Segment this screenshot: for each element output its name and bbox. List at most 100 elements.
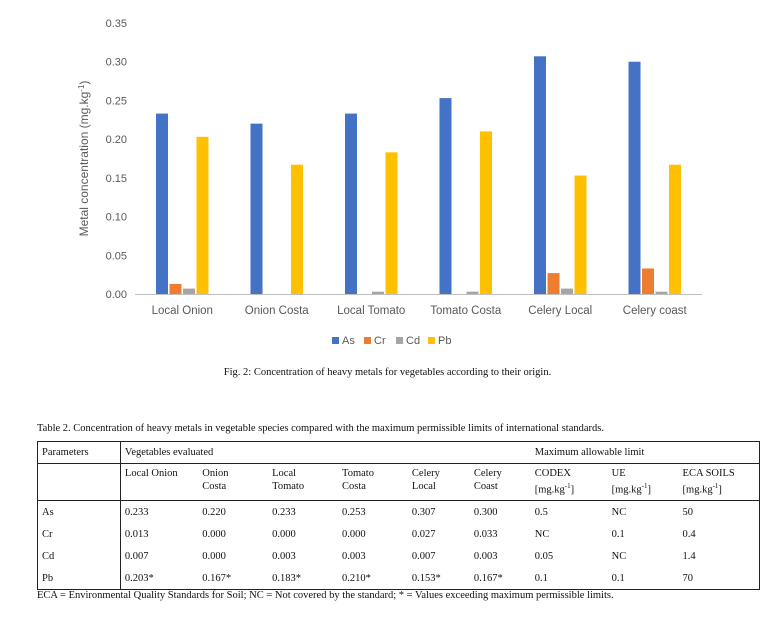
- bar-cd: [655, 291, 668, 294]
- table-cell: 50: [682, 506, 694, 518]
- row-parameter: Cr: [37, 522, 121, 545]
- bar-cd: [561, 288, 573, 294]
- table-cell: 0.003: [272, 550, 296, 562]
- subheader-blank: [37, 463, 121, 501]
- subheader-vegetable: Local Tomato: [268, 463, 339, 501]
- row-parameter: As: [37, 500, 121, 523]
- subheader-vegetable: Tomato Costa: [338, 463, 408, 501]
- table-cell: NC: [534, 528, 550, 540]
- table-cell: 70: [682, 572, 694, 584]
- table-cell: 0.003: [342, 550, 366, 562]
- bar-as: [345, 113, 357, 294]
- y-tick-label: 0.25: [106, 95, 127, 107]
- table-caption: Table 2. Concentration of heavy metals i…: [37, 423, 604, 434]
- table-header-row: Parameters Vegetables evaluated Maximum …: [37, 441, 760, 464]
- subheader-vegetable: Local Onion: [120, 463, 199, 501]
- table-cell: 0.1: [611, 528, 625, 540]
- table-cell: 1.4: [682, 550, 696, 562]
- x-tick-label: Local Onion: [152, 305, 213, 317]
- table-cell: 0.1: [534, 572, 548, 584]
- table-cell: 0.167*: [202, 572, 232, 584]
- figure-caption: Fig. 2: Concentration of heavy metals fo…: [223, 367, 552, 378]
- legend-swatch-cr: [364, 337, 371, 344]
- table-cell: 0.210*: [342, 572, 371, 584]
- bar-as: [534, 56, 546, 295]
- table-cell: 0.220: [202, 506, 226, 518]
- table-cell: 0.300: [473, 506, 498, 518]
- table-footnote: ECA = Environmental Quality Standards fo…: [37, 590, 614, 601]
- table-cell: 0.4: [682, 528, 696, 540]
- y-tick-label: 0.35: [106, 18, 127, 30]
- bar-pb: [291, 164, 303, 294]
- x-tick-label: Celery coast: [623, 305, 688, 317]
- table-cell: 0.167*: [473, 572, 503, 584]
- x-tick-label: Tomato Costa: [430, 305, 502, 317]
- subheader-limit: UE [mg.kg-1]: [607, 463, 679, 501]
- bar-pb: [574, 175, 587, 294]
- header-vegetables: Vegetables evaluated: [120, 441, 531, 464]
- table-cell: 0.027: [411, 528, 436, 540]
- row-parameter: Cd: [37, 544, 121, 567]
- table-cell: 0.000: [272, 528, 296, 540]
- table-cell: NC: [611, 506, 627, 518]
- bar-cd: [183, 288, 195, 294]
- table-cell: 0.1: [611, 572, 625, 584]
- header-limit: Maximum allowable limit: [530, 441, 760, 464]
- table-cell: 0.003: [473, 550, 498, 562]
- table-cell: 0.05: [534, 550, 554, 562]
- table-subheader-row: Local Onion Onion Costa Local Tomato Tomato Co…: [37, 463, 760, 501]
- bar-pb: [480, 131, 492, 294]
- table-row: Pb 0.203* 0.167* 0.183* 0.210* 0.153* 0.167* 0.…: [37, 566, 760, 589]
- bar-chart: 0.00 0.05 0.10 0.15 0.20 0.25 0.30 0.35 Local On…: [77, 18, 702, 347]
- bar-as: [156, 113, 168, 294]
- y-tick-label: 0.05: [106, 250, 127, 262]
- table-cell: 0.153*: [411, 572, 441, 584]
- table-cell: NC: [611, 550, 627, 562]
- table-cell: 0.013: [124, 528, 149, 540]
- table-cell: 0.253: [342, 506, 366, 518]
- table-row: Cd 0.007 0.000 0.003 0.003 0.007 0.003 0.05 NC 1.…: [37, 544, 760, 567]
- legend-label-cd: Cd: [406, 335, 420, 347]
- legend-label-pb: Pb: [438, 335, 451, 347]
- bar-pb: [196, 136, 209, 294]
- bar-cd: [466, 291, 479, 294]
- table-row: As 0.233 0.220 0.233 0.253 0.307 0.300 0.5 NC 50: [37, 500, 760, 523]
- legend-swatch-cd: [396, 337, 403, 344]
- y-tick-label: 0.20: [106, 134, 127, 146]
- subheader-vegetable: Onion Costa: [198, 463, 269, 501]
- y-tick-label: 0.00: [106, 289, 127, 301]
- bar-pb: [385, 152, 398, 294]
- x-tick-label: Local Tomato: [337, 305, 405, 317]
- table-cell: 0.007: [411, 550, 436, 562]
- table-cell: 0.5: [534, 506, 548, 518]
- subheader-limit: CODEX [mg.kg-1]: [530, 463, 608, 501]
- y-tick-label: 0.30: [106, 57, 127, 69]
- x-tick-label: Celery Local: [528, 305, 592, 317]
- table-cell: 0.000: [202, 528, 226, 540]
- subheader-limit: ECA SOILS [mg.kg-1]: [678, 463, 760, 501]
- table-cell: 0.233: [272, 506, 296, 518]
- concentration-table: Parameters Vegetables evaluated Maximum …: [37, 441, 760, 590]
- bar-cr: [642, 268, 654, 294]
- legend-label-as: As: [342, 335, 355, 347]
- table-row: Cr 0.013 0.000 0.000 0.000 0.027 0.033 NC 0.1 0.4: [37, 522, 760, 545]
- subheader-vegetable: Celery Coast: [469, 463, 531, 501]
- row-parameter: Pb: [37, 566, 121, 589]
- table-cell: 0.000: [342, 528, 366, 540]
- table-cell: 0.033: [473, 528, 498, 540]
- table-cell: 0.183*: [272, 572, 302, 584]
- bar-cd: [372, 291, 384, 294]
- bar-cr: [169, 283, 182, 294]
- table-cell: 0.203*: [124, 572, 154, 584]
- table-cell: 0.233: [124, 506, 149, 518]
- y-axis-title: Metal concentration (mg.kg-1): [77, 81, 91, 237]
- bar-as: [250, 123, 263, 295]
- bar-pb: [669, 164, 681, 294]
- legend-label-cr: Cr: [374, 335, 386, 347]
- bar-cr: [547, 273, 560, 294]
- table-cell: 0.000: [202, 550, 226, 562]
- bar-as: [439, 98, 452, 294]
- header-parameters: Parameters: [37, 441, 121, 464]
- y-tick-label: 0.10: [106, 212, 127, 224]
- legend-swatch-as: [332, 337, 339, 344]
